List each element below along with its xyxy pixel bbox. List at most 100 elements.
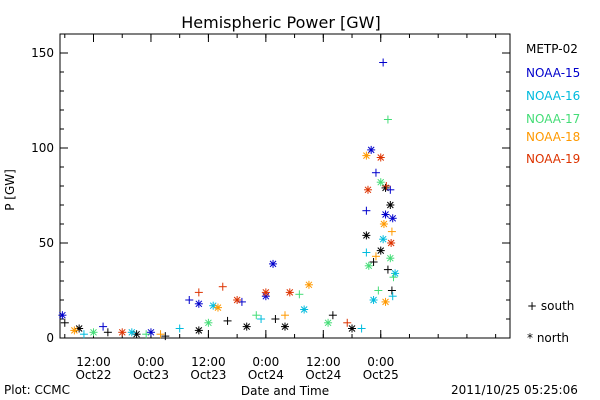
data-point-noaa-18-north xyxy=(381,297,390,306)
data-point-noaa-18-north xyxy=(362,151,371,160)
data-point-metp-02-north xyxy=(376,246,385,255)
data-point-noaa-19-south xyxy=(194,288,203,297)
x-tick-day-label: Oct25 xyxy=(363,368,399,382)
legend-marker-south: + south xyxy=(527,299,574,313)
legend-marker-north: * north xyxy=(527,331,569,345)
x-axis-label: Date and Time xyxy=(241,384,329,398)
data-point-noaa-18-north xyxy=(304,280,313,289)
data-point-noaa-18-south xyxy=(387,227,396,236)
data-point-metp-02-north xyxy=(348,324,357,333)
data-point-noaa-19-south xyxy=(218,282,227,291)
data-point-metp-02-north xyxy=(281,322,289,331)
data-point-noaa-19-north xyxy=(285,288,294,297)
data-point-metp-02-south xyxy=(223,316,232,325)
data-point-noaa-18-north xyxy=(70,326,79,335)
data-point-noaa-15-south xyxy=(371,168,380,177)
data-point-noaa-16-north xyxy=(300,305,309,314)
data-point-noaa-16-south xyxy=(79,330,88,339)
north-marker-symbol: * xyxy=(527,331,533,345)
data-point-noaa-15-north xyxy=(58,311,67,320)
data-point-noaa-15-north xyxy=(146,328,155,337)
y-tick-label: 50 xyxy=(39,236,54,250)
data-point-noaa-18-south xyxy=(281,311,289,320)
plot-credit: Plot: CCMC xyxy=(4,383,70,397)
y-tick-label: 150 xyxy=(31,46,54,60)
data-point-noaa-17-south xyxy=(252,311,261,320)
data-point-noaa-19-north xyxy=(118,328,127,337)
data-point-noaa-18-north xyxy=(213,303,222,312)
data-point-noaa-19-north xyxy=(363,185,372,194)
data-point-noaa-16-south xyxy=(257,315,266,323)
data-point-noaa-17-south xyxy=(383,115,392,124)
data-point-noaa-15-south xyxy=(99,322,108,331)
data-point-noaa-19-north xyxy=(233,296,242,304)
x-tick-time-label: 12:00 xyxy=(306,355,341,369)
data-point-noaa-17-north xyxy=(376,178,385,187)
data-point-noaa-17-south xyxy=(374,286,383,295)
data-point-noaa-16-north xyxy=(369,296,378,304)
data-point-noaa-15-north xyxy=(381,210,390,219)
x-tick-day-label: Oct24 xyxy=(305,368,341,382)
data-point-noaa-15-north xyxy=(269,259,278,268)
data-point-noaa-19-south xyxy=(382,182,391,190)
x-tick-time-label: 0:00 xyxy=(367,355,394,369)
legend-series-metp-02: METP-02 xyxy=(526,42,578,56)
data-point-noaa-16-north xyxy=(379,235,388,244)
data-point-metp-02-north xyxy=(381,183,390,192)
data-point-noaa-16-south xyxy=(362,248,371,257)
plot-timestamp: 2011/10/25 05:25:06 xyxy=(451,383,578,397)
data-point-noaa-15-north xyxy=(367,145,376,154)
data-point-noaa-19-north xyxy=(387,239,396,247)
data-point-noaa-17-north xyxy=(364,261,373,270)
chart-title: Hemispheric Power [GW] xyxy=(181,13,380,32)
south-marker-symbol: + xyxy=(527,299,538,313)
plot-frame xyxy=(59,33,511,339)
data-point-noaa-16-north xyxy=(391,269,400,278)
data-point-noaa-19-north xyxy=(261,288,270,297)
legend-series-noaa-17: NOAA-17 xyxy=(526,112,581,126)
y-tick-label: 0 xyxy=(46,331,54,345)
data-point-noaa-18-north xyxy=(379,220,388,228)
data-point-noaa-17-south xyxy=(389,273,398,282)
data-point-metp-02-south xyxy=(383,265,392,274)
data-point-noaa-15-south xyxy=(386,185,395,194)
y-tick-label: 100 xyxy=(31,141,54,155)
data-point-noaa-16-north xyxy=(127,328,136,337)
data-point-metp-02-south xyxy=(387,286,396,295)
data-point-noaa-19-south xyxy=(343,318,352,327)
x-tick-day-label: Oct23 xyxy=(190,368,226,382)
x-tick-day-label: Oct22 xyxy=(75,368,111,382)
data-point-noaa-17-south xyxy=(142,330,151,339)
data-point-noaa-15-north xyxy=(388,214,397,223)
data-point-noaa-19-north xyxy=(376,153,385,162)
legend-series-noaa-19: NOAA-19 xyxy=(526,152,581,166)
data-point-noaa-17-north xyxy=(386,254,395,263)
data-point-metp-02-south xyxy=(369,258,378,266)
legend-series-noaa-16: NOAA-16 xyxy=(526,89,581,103)
data-point-noaa-16-south xyxy=(388,292,397,301)
data-point-noaa-17-north xyxy=(324,318,333,327)
data-point-metp-02-north xyxy=(194,326,203,335)
x-tick-time-label: 12:00 xyxy=(76,355,111,369)
data-point-metp-02-north xyxy=(242,322,251,331)
x-tick-time-label: 0:00 xyxy=(252,355,279,369)
south-marker-label: south xyxy=(540,299,575,313)
north-marker-label: north xyxy=(536,331,570,345)
data-point-metp-02-south xyxy=(161,332,170,341)
x-tick-day-label: Oct23 xyxy=(133,368,169,382)
data-point-noaa-15-south xyxy=(362,206,371,215)
data-point-noaa-18-south xyxy=(156,330,165,339)
x-tick-day-label: Oct24 xyxy=(248,368,284,382)
data-point-metp-02-south xyxy=(103,328,112,337)
data-point-metp-02-south xyxy=(328,311,337,320)
data-point-metp-02-north xyxy=(386,201,395,209)
data-point-noaa-16-south xyxy=(175,324,184,333)
data-point-noaa-15-south xyxy=(379,58,388,67)
x-tick-time-label: 12:00 xyxy=(191,355,226,369)
data-point-noaa-17-north xyxy=(89,328,98,337)
legend-series-noaa-15: NOAA-15 xyxy=(526,66,581,80)
data-point-noaa-18-south xyxy=(371,252,380,261)
y-axis-label: P [GW] xyxy=(3,169,17,211)
data-point-noaa-17-south xyxy=(295,290,304,299)
